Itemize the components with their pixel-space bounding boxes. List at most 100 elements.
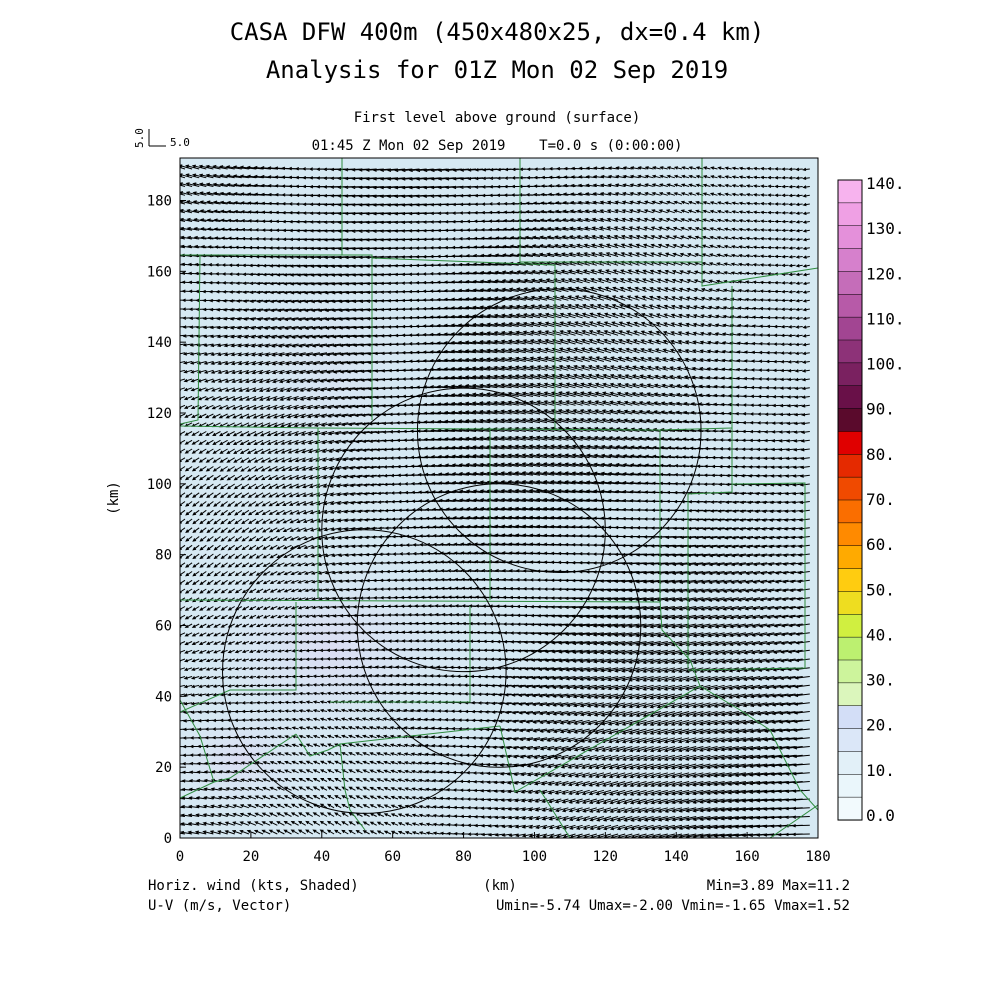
wind-vector bbox=[404, 769, 413, 774]
wind-vector bbox=[561, 807, 576, 813]
wind-vector bbox=[410, 769, 420, 774]
wind-vector bbox=[411, 796, 420, 800]
wind-vector bbox=[562, 816, 576, 821]
wind-vector bbox=[189, 727, 200, 732]
wind-vector bbox=[507, 824, 519, 829]
wind-vector bbox=[587, 754, 605, 761]
wind-vector bbox=[269, 769, 278, 774]
wind-vector bbox=[416, 717, 427, 722]
wind-vector bbox=[262, 778, 271, 782]
wind-vector bbox=[290, 820, 299, 826]
wind-vector bbox=[291, 726, 299, 730]
wind-vector bbox=[369, 795, 377, 800]
wind-vector bbox=[411, 787, 420, 791]
wind-vector bbox=[677, 728, 697, 735]
wind-vector bbox=[312, 743, 321, 747]
wind-vector bbox=[196, 761, 207, 766]
wind-vector bbox=[636, 807, 654, 813]
wind-vector bbox=[225, 804, 235, 809]
wind-vector bbox=[262, 743, 271, 748]
wind-vector bbox=[432, 831, 441, 836]
wind-vector bbox=[277, 735, 285, 739]
wind-vector bbox=[678, 816, 697, 822]
wind-vector bbox=[581, 781, 597, 787]
wind-vector bbox=[348, 821, 356, 826]
wind-vector bbox=[498, 719, 512, 723]
wind-vectors bbox=[180, 164, 810, 838]
wind-vector bbox=[340, 717, 349, 721]
wind-vector bbox=[602, 798, 619, 805]
wind-vector bbox=[791, 823, 810, 828]
wind-vector bbox=[663, 754, 683, 761]
wind-vector bbox=[534, 807, 548, 812]
wind-vector bbox=[255, 735, 264, 739]
wind-vector bbox=[594, 728, 612, 735]
wind-vector bbox=[361, 717, 370, 721]
wind-vector bbox=[218, 752, 228, 757]
wind-vector bbox=[204, 727, 214, 731]
wind-vector bbox=[355, 786, 363, 791]
wind-vector bbox=[526, 737, 541, 742]
wind-vector bbox=[217, 821, 228, 826]
wind-vector bbox=[180, 719, 186, 722]
wind-vector bbox=[376, 743, 384, 747]
wind-vector bbox=[644, 824, 661, 831]
wind-vector bbox=[262, 718, 271, 722]
wind-vector bbox=[521, 833, 534, 838]
wind-vector bbox=[182, 727, 193, 732]
wind-vector bbox=[261, 795, 271, 800]
wind-vector bbox=[418, 813, 427, 818]
wind-vector bbox=[650, 816, 668, 822]
wind-vector bbox=[487, 815, 498, 819]
wind-vector bbox=[305, 778, 314, 782]
wind-vector bbox=[512, 728, 526, 733]
wind-vector bbox=[616, 807, 633, 813]
wind-vector bbox=[649, 728, 668, 735]
wind-vector bbox=[534, 798, 548, 803]
wind-vector bbox=[403, 743, 413, 748]
wind-vector bbox=[319, 778, 328, 782]
wind-vector bbox=[692, 737, 711, 744]
wind-vector bbox=[629, 746, 647, 753]
wind-vector bbox=[636, 763, 654, 770]
wind-vector bbox=[692, 746, 711, 752]
wind-vector bbox=[262, 726, 271, 731]
wind-vector bbox=[411, 804, 420, 809]
wind-vector bbox=[622, 754, 640, 761]
wind-vector bbox=[305, 795, 314, 800]
wind-vector bbox=[254, 804, 264, 809]
wind-vector bbox=[348, 795, 356, 800]
wind-vector bbox=[602, 807, 619, 813]
wind-vector bbox=[226, 735, 235, 740]
wind-vector bbox=[269, 786, 278, 791]
wind-vector bbox=[539, 728, 555, 733]
wind-vector bbox=[513, 772, 526, 776]
wind-vector bbox=[369, 769, 377, 774]
wind-vector bbox=[383, 830, 392, 835]
wind-vector bbox=[203, 778, 214, 783]
wind-vector bbox=[376, 821, 385, 826]
wind-vector bbox=[291, 717, 299, 722]
wind-vector bbox=[382, 743, 392, 747]
plot-area bbox=[179, 157, 819, 839]
wind-vector bbox=[246, 821, 257, 826]
wind-vector bbox=[609, 798, 626, 805]
wind-vector bbox=[792, 789, 810, 793]
wind-vector bbox=[397, 795, 406, 800]
wind-vector bbox=[196, 770, 207, 774]
wind-vector bbox=[424, 735, 434, 739]
wind-vector bbox=[575, 807, 590, 813]
wind-vector bbox=[643, 781, 661, 787]
wind-vector bbox=[574, 772, 590, 778]
wind-vector bbox=[671, 824, 690, 830]
wind-vector bbox=[582, 816, 597, 822]
wind-vector bbox=[630, 824, 647, 831]
wind-vector bbox=[218, 761, 228, 765]
wind-vector bbox=[312, 734, 321, 739]
wind-vector bbox=[650, 824, 668, 831]
wind-vector bbox=[225, 795, 235, 800]
wind-vector bbox=[527, 789, 541, 794]
wind-vector bbox=[362, 734, 370, 739]
wind-vector bbox=[622, 772, 640, 779]
wind-vector bbox=[706, 763, 725, 769]
